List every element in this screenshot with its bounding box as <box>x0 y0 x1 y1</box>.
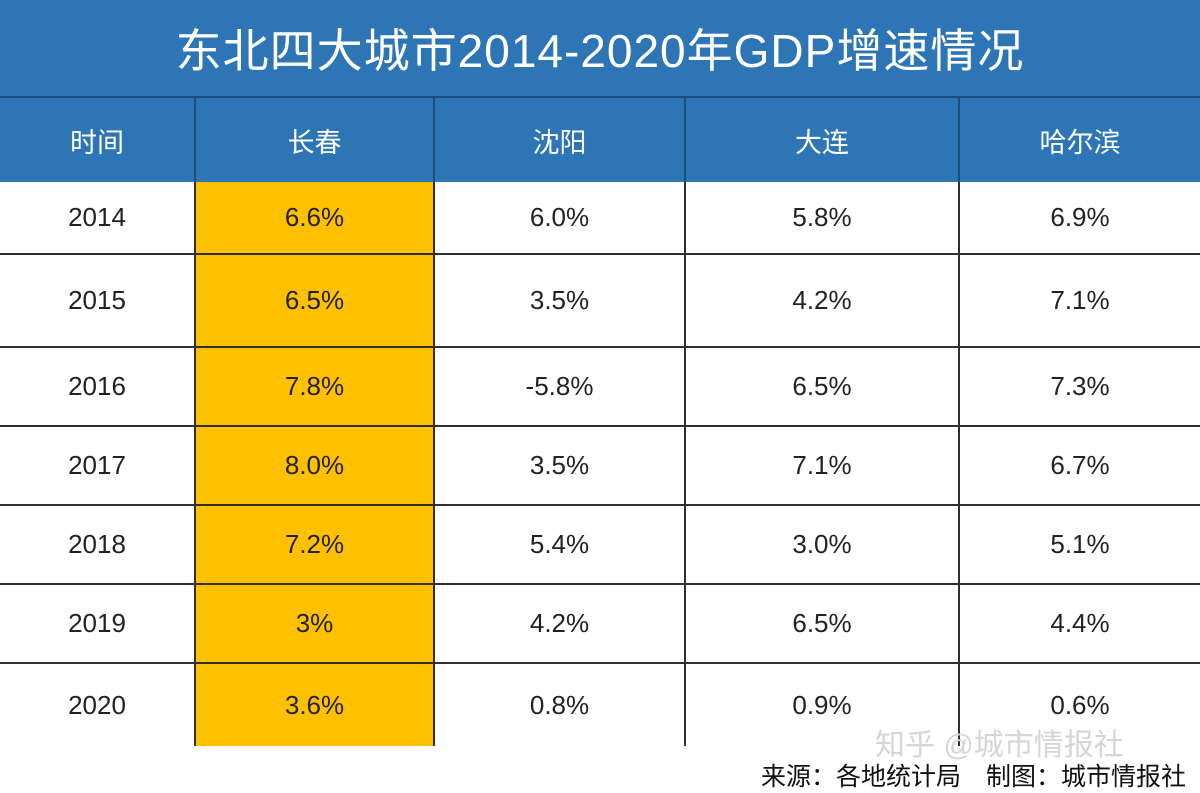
table-row: 2016 7.8% -5.8% 6.5% 7.3% <box>0 347 1200 427</box>
changchun-cell: 6.5% <box>194 254 434 348</box>
harbin-cell: 0.6% <box>958 663 1200 749</box>
year-cell: 2019 <box>0 584 195 664</box>
harbin-cell: 5.1% <box>958 505 1200 585</box>
header-shenyang: 沈阳 <box>433 96 685 182</box>
dalian-cell: 4.2% <box>684 254 959 348</box>
footer-area <box>0 746 1200 790</box>
shenyang-cell: 6.0% <box>433 182 685 255</box>
shenyang-cell: 5.4% <box>433 505 685 585</box>
table-row: 2015 6.5% 3.5% 4.2% 7.1% <box>0 254 1200 348</box>
shenyang-cell: -5.8% <box>433 347 685 427</box>
changchun-cell: 7.8% <box>194 347 434 427</box>
dalian-cell: 3.0% <box>684 505 959 585</box>
dalian-cell: 7.1% <box>684 426 959 506</box>
year-cell: 2014 <box>0 182 195 255</box>
source-note: 来源：各地统计局 制图：城市情报社 <box>760 763 1186 791</box>
harbin-cell: 6.7% <box>958 426 1200 506</box>
shenyang-cell: 3.5% <box>433 426 685 506</box>
harbin-cell: 7.3% <box>958 347 1200 427</box>
changchun-cell: 3.6% <box>194 663 434 749</box>
table-row: 2019 3% 4.2% 6.5% 4.4% <box>0 584 1200 664</box>
year-cell: 2016 <box>0 347 195 427</box>
harbin-cell: 7.1% <box>958 254 1200 348</box>
shenyang-cell: 4.2% <box>433 584 685 664</box>
dalian-cell: 5.8% <box>684 182 959 255</box>
watermark: 知乎 @城市情报社 <box>875 729 1124 762</box>
harbin-cell: 6.9% <box>958 182 1200 255</box>
shenyang-cell: 3.5% <box>433 254 685 348</box>
header-time: 时间 <box>0 96 195 182</box>
dalian-cell: 6.5% <box>684 584 959 664</box>
year-cell: 2020 <box>0 663 195 749</box>
table-title: 东北四大城市2014-2020年GDP增速情况 <box>0 0 1200 96</box>
changchun-cell: 8.0% <box>194 426 434 506</box>
changchun-cell: 7.2% <box>194 505 434 585</box>
header-dalian: 大连 <box>684 96 959 182</box>
shenyang-cell: 0.8% <box>433 663 685 749</box>
gdp-growth-table: 时间 长春 沈阳 大连 哈尔滨 2014 6.6% 6.0% 5.8% 6.9%… <box>0 96 1200 749</box>
table-row: 2018 7.2% 5.4% 3.0% 5.1% <box>0 505 1200 585</box>
header-changchun: 长春 <box>194 96 434 182</box>
harbin-cell: 4.4% <box>958 584 1200 664</box>
changchun-cell: 6.6% <box>194 182 434 255</box>
year-cell: 2017 <box>0 426 195 506</box>
year-cell: 2018 <box>0 505 195 585</box>
header-row: 时间 长春 沈阳 大连 哈尔滨 <box>0 96 1200 182</box>
header-harbin: 哈尔滨 <box>958 96 1200 182</box>
changchun-cell: 3% <box>194 584 434 664</box>
dalian-cell: 6.5% <box>684 347 959 427</box>
table-row: 2017 8.0% 3.5% 7.1% 6.7% <box>0 426 1200 506</box>
year-cell: 2015 <box>0 254 195 348</box>
dalian-cell: 0.9% <box>684 663 959 749</box>
table-row: 2014 6.6% 6.0% 5.8% 6.9% <box>0 182 1200 255</box>
